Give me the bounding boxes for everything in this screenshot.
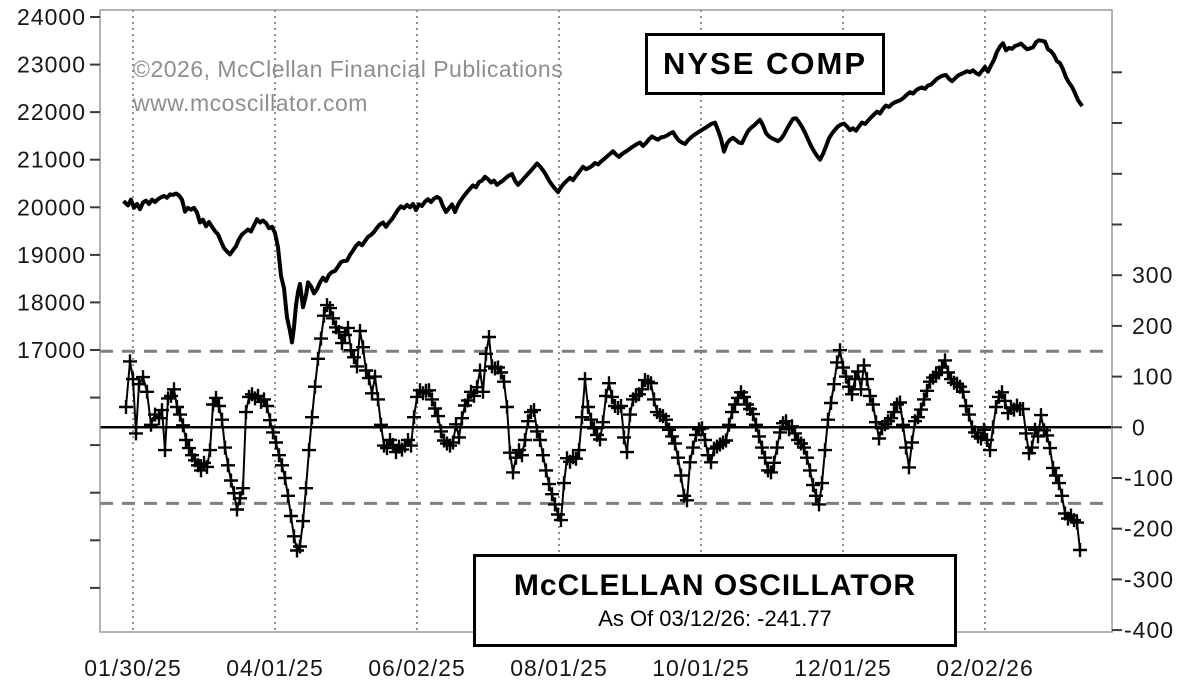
nyse-comp-line — [122, 38, 1084, 345]
x-axis-label: 08/01/25 — [510, 655, 608, 681]
right-axis-label: 200 — [1132, 313, 1173, 339]
left-axis-label: 23000 — [17, 52, 86, 78]
right-axis-label: -400 — [1124, 617, 1174, 643]
left-axis-label: 24000 — [17, 4, 86, 30]
left-axis-label: 22000 — [17, 99, 86, 125]
x-axis-label: 01/30/25 — [84, 655, 182, 681]
x-axis-label: 04/01/25 — [226, 655, 324, 681]
right-axis-label: 300 — [1132, 262, 1173, 288]
copyright-watermark: ©2026, McClellan Financial Publications … — [133, 52, 563, 120]
left-axis-label: 17000 — [17, 337, 86, 363]
copyright-line: ©2026, McClellan Financial Publications — [133, 56, 564, 82]
oscillator-plus-markers — [119, 298, 1087, 558]
oscillator-title-box: McCLELLAN OSCILLATOR As Of 03/12/26: -24… — [473, 554, 957, 647]
oscillator-title: McCLELLAN OSCILLATOR — [513, 569, 917, 602]
right-axis-label: -100 — [1124, 465, 1174, 491]
right-axis-label: 0 — [1132, 414, 1146, 440]
left-axis-label: 20000 — [17, 194, 86, 220]
x-axis-label: 06/02/25 — [368, 655, 466, 681]
nyse-comp-title: NYSE COMP — [662, 46, 868, 81]
left-axis-label: 21000 — [17, 147, 86, 173]
left-axis-label: 18000 — [17, 289, 86, 315]
nyse-comp-title-box: NYSE COMP — [645, 33, 885, 95]
right-axis-label: -200 — [1124, 516, 1174, 542]
x-axis-label: 12/01/25 — [794, 655, 892, 681]
website-url: www.mcoscillator.com — [133, 90, 368, 116]
right-axis-label: -300 — [1124, 566, 1174, 592]
oscillator-as-of-value: As Of 03/12/26: -241.77 — [598, 606, 832, 631]
x-axis-label: 10/01/25 — [652, 655, 750, 681]
x-axis-label: 02/02/26 — [936, 655, 1034, 681]
right-axis-label: 100 — [1132, 364, 1173, 390]
left-axis-label: 19000 — [17, 242, 86, 268]
